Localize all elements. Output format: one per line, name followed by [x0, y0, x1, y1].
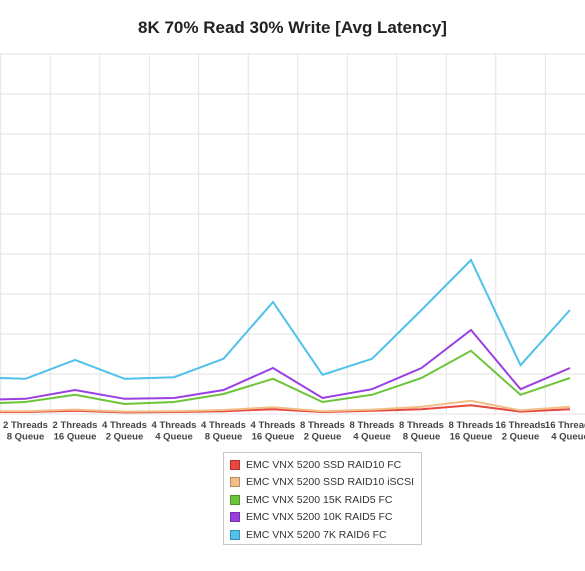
x-tick-label: 2 Threads 8 Queue	[3, 420, 48, 443]
legend-label: EMC VNX 5200 7K RAID6 FC	[246, 528, 387, 541]
legend-label: EMC VNX 5200 10K RAID5 FC	[246, 511, 393, 524]
legend-swatch	[230, 529, 240, 540]
legend-swatch	[230, 512, 240, 523]
legend-item: EMC VNX 5200 15K RAID5 FC	[230, 491, 421, 509]
series-line-1	[0, 404, 571, 414]
legend-swatch	[230, 477, 240, 488]
x-tick-label: 8 Threads 8 Queue	[399, 420, 444, 443]
chart-title: 8K 70% Read 30% Write [Avg Latency]	[138, 18, 447, 37]
legend-label: EMC VNX 5200 15K RAID5 FC	[246, 493, 393, 506]
x-tick-label: 16 Threads 2 Queue	[495, 420, 545, 443]
series-line-2	[0, 399, 571, 413]
x-tick-label: 4 Threads 16 Queue	[251, 420, 296, 443]
legend-label: EMC VNX 5200 SSD RAID10 iSCSI	[246, 476, 415, 489]
legend-item: EMC VNX 5200 7K RAID6 FC	[230, 526, 421, 544]
grid	[0, 53, 585, 415]
legend-swatch	[230, 494, 240, 505]
x-tick-label: 2 Threads 16 Queue	[53, 420, 98, 443]
x-tick-label: 8 Threads 16 Queue	[449, 420, 494, 443]
series-line-5	[0, 258, 571, 380]
x-tick-label: 4 Threads 8 Queue	[201, 420, 246, 443]
legend-item: EMC VNX 5200 SSD RAID10 FC	[230, 456, 421, 474]
legend-item: EMC VNX 5200 SSD RAID10 iSCSI	[230, 474, 421, 492]
series-line-4	[0, 328, 571, 401]
x-tick-label: 4 Threads 4 Queue	[152, 420, 197, 443]
series-line-3	[0, 349, 571, 406]
legend-item: EMC VNX 5200 10K RAID5 FC	[230, 509, 421, 527]
x-tick-label: 8 Threads 2 Queue	[300, 420, 345, 443]
legend: EMC VNX 5200 SSD RAID10 FC EMC VNX 5200 S…	[223, 452, 422, 545]
legend-swatch	[230, 459, 240, 470]
legend-label: EMC VNX 5200 SSD RAID10 FC	[246, 458, 402, 471]
x-tick-label: 8 Threads 4 Queue	[350, 420, 395, 443]
x-tick-label: 4 Threads 2 Queue	[102, 420, 147, 443]
series-lines	[0, 258, 571, 414]
